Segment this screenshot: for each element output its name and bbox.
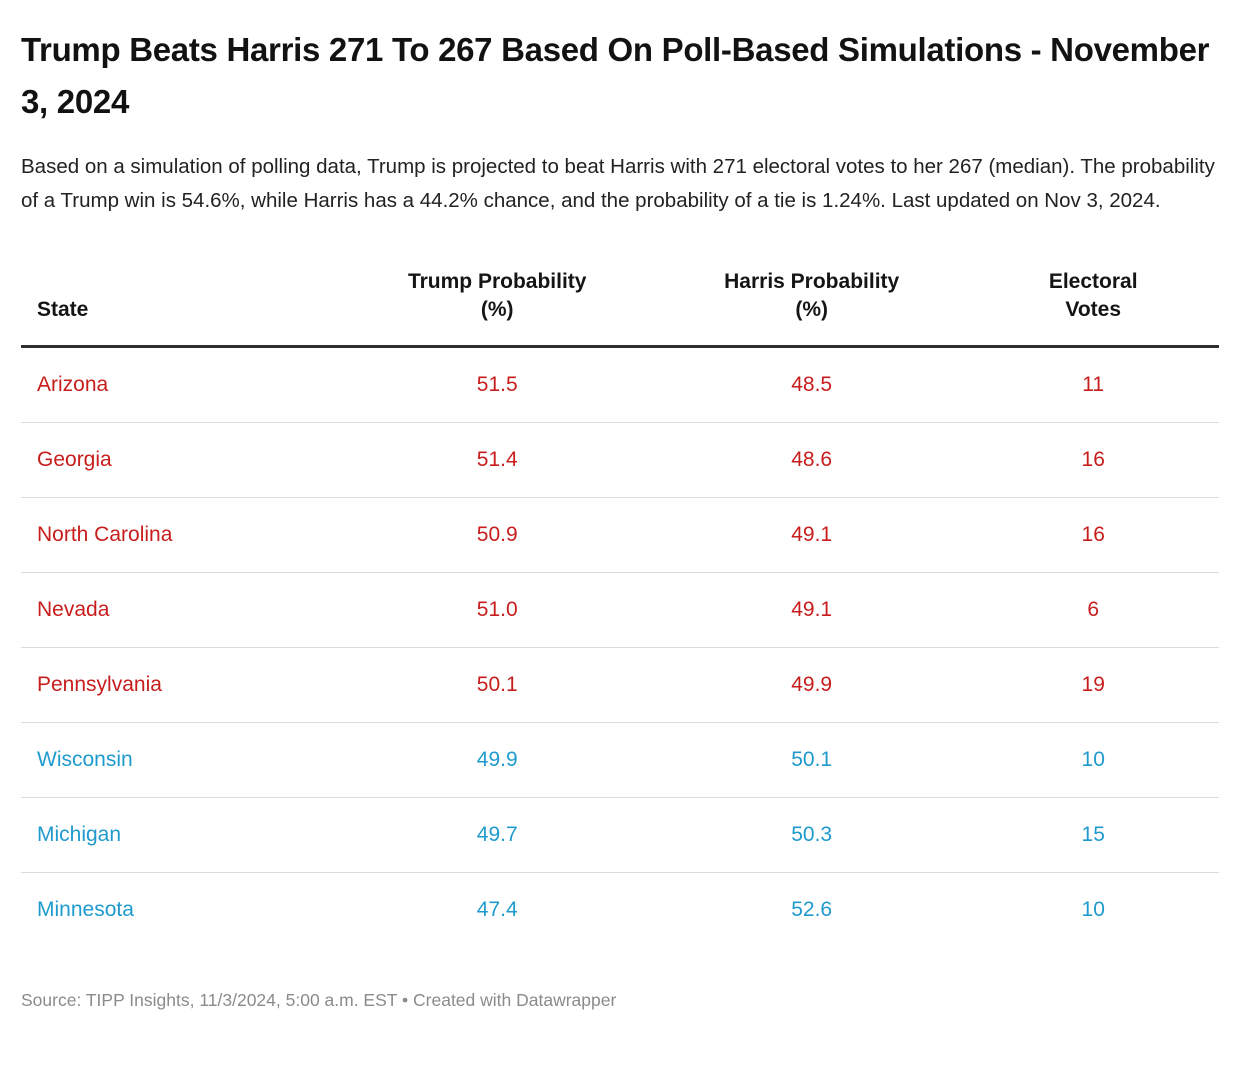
table-header: State Trump Probability (%) Harris Proba… [21,268,1219,348]
column-header-electoral-votes: Electoral Votes [967,268,1219,348]
table-row: Georgia 51.4 48.6 16 [21,422,1219,498]
state-cell: Minnesota [37,898,134,921]
harris-probability-cell: 49.1 [655,497,968,573]
table-row: Michigan 49.7 50.3 15 [21,797,1219,873]
trump-probability-cell: 51.0 [338,572,656,648]
column-header-harris-probability: Harris Probability (%) [655,268,968,348]
electoral-votes-cell: 11 [967,346,1219,423]
trump-probability-cell: 49.7 [338,797,656,873]
electoral-votes-cell: 16 [967,422,1219,498]
state-cell: Pennsylvania [21,647,339,723]
trump-probability-cell: 51.5 [338,346,656,423]
electoral-votes-cell: 19 [967,647,1219,723]
state-cell: Georgia [21,422,339,498]
table-row: Arizona 51.5 48.5 11 [21,346,1219,423]
table-row: Minnesota 47.4 52.6 10 [21,873,1219,948]
harris-probability-cell: 48.6 [655,422,968,498]
table-body: Arizona 51.5 48.5 11 Georgia 51.4 48.6 1… [21,346,1219,948]
harris-probability-cell: 49.9 [655,647,968,723]
electoral-votes-cell: 10 [1081,898,1105,921]
chart-description: Based on a simulation of polling data, T… [21,155,1215,212]
trump-probability-cell: 50.1 [338,647,656,723]
state-cell: North Carolina [21,497,339,573]
harris-probability-cell: 50.3 [655,797,968,873]
electoral-votes-cell: 10 [967,722,1219,798]
trump-probability-cell: 47.4 [476,898,518,921]
simulation-table: State Trump Probability (%) Harris Proba… [21,268,1219,947]
datawrapper-attribution-link[interactable]: Created with Datawrapper [413,990,617,1010]
trump-probability-cell: 50.9 [338,497,656,573]
harris-probability-cell: 50.1 [655,722,968,798]
column-header-state: State [21,268,339,348]
column-header-trump-probability: Trump Probability (%) [338,268,656,348]
harris-probability-cell: 49.1 [655,572,968,648]
state-cell: Nevada [21,572,339,648]
electoral-votes-cell: 6 [967,572,1219,648]
table-row: North Carolina 50.9 49.1 16 [21,497,1219,573]
state-cell: Wisconsin [21,722,339,798]
trump-probability-cell: 49.9 [338,722,656,798]
state-cell: Michigan [21,797,339,873]
harris-probability-cell: 52.6 [791,898,833,921]
state-cell: Arizona [21,346,339,423]
source-line: Source: TIPP Insights, 11/3/2024, 5:00 a… [21,989,1219,1011]
electoral-votes-cell: 16 [967,497,1219,573]
harris-probability-cell: 48.5 [655,346,968,423]
electoral-votes-cell: 15 [967,797,1219,873]
chart-title: Trump Beats Harris 271 To 267 Based On P… [21,31,1210,120]
trump-probability-cell: 51.4 [338,422,656,498]
source-separator: • [397,990,414,1010]
source-text: Source: TIPP Insights, 11/3/2024, 5:00 a… [21,990,398,1010]
table-row: Wisconsin 49.9 50.1 10 [21,722,1219,798]
chart-container: Trump Beats Harris 271 To 267 Based On P… [21,31,1219,1011]
table-row: Pennsylvania 50.1 49.9 19 [21,647,1219,723]
table-row: Nevada 51.0 49.1 6 [21,572,1219,648]
